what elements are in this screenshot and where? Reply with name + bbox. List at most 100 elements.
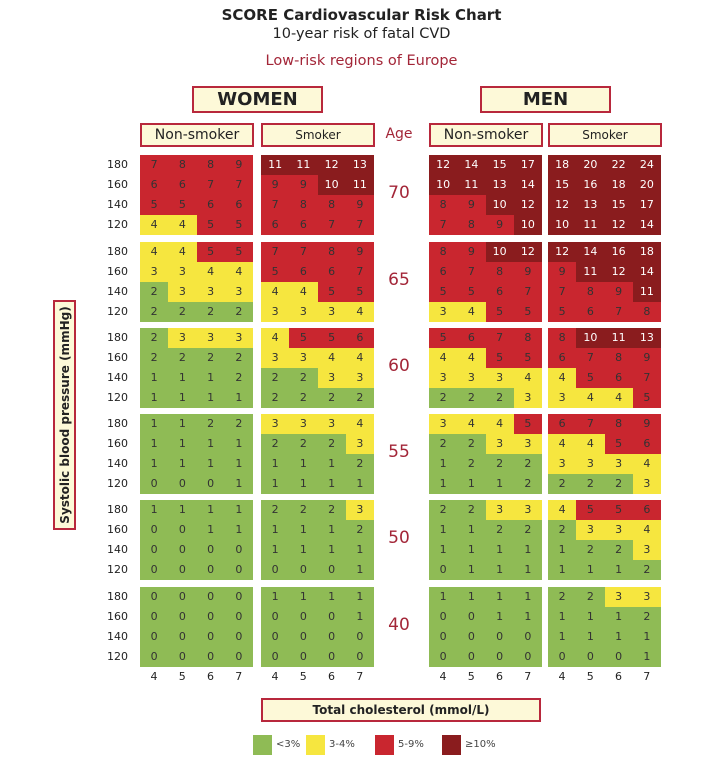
cholesterol-tick-label: 6 [496,670,503,683]
risk-cell: 0 [261,627,290,647]
risk-cell: 3 [429,368,458,388]
risk-cell: 12 [429,155,458,175]
risk-cell: 12 [513,195,542,215]
risk-cell: 11 [576,215,605,235]
risk-cell: 1 [457,474,486,494]
risk-cell: 0 [289,647,318,667]
risk-cell: 2 [224,368,253,388]
risk-cell: 1 [196,388,225,408]
risk-cell: 3 [632,540,661,560]
risk-cell: 3 [429,302,458,322]
risk-cell: 14 [457,155,486,175]
sbp-tick-label: 120 [107,563,128,576]
risk-cell: 5 [513,302,542,322]
risk-cell: 1 [576,560,605,580]
sbp-tick-label: 180 [107,245,128,258]
risk-cell: 3 [429,414,458,434]
risk-cell: 2 [576,474,605,494]
risk-cell: 3 [548,454,577,474]
risk-cell: 1 [604,607,633,627]
risk-cell: 13 [632,328,661,348]
risk-cell: 2 [224,414,253,434]
sbp-tick-label: 160 [107,523,128,536]
risk-cell: 4 [632,520,661,540]
risk-cell: 12 [317,155,346,175]
risk-cell: 3 [457,368,486,388]
legend-swatch [253,735,272,755]
risk-cell: 15 [604,195,633,215]
risk-cell: 6 [289,215,318,235]
risk-cell: 6 [168,175,197,195]
risk-cell: 1 [513,540,542,560]
risk-cell: 0 [429,627,458,647]
risk-cell: 0 [429,607,458,627]
risk-cell: 22 [604,155,633,175]
age-label: 55 [388,442,410,462]
risk-cell: 20 [576,155,605,175]
risk-cell: 0 [548,647,577,667]
risk-cell: 4 [289,282,318,302]
risk-cell: 1 [485,540,514,560]
risk-cell: 5 [196,215,225,235]
sbp-tick-label: 160 [107,265,128,278]
risk-cell: 3 [317,302,346,322]
risk-cell: 4 [317,348,346,368]
risk-cell: 11 [632,282,661,302]
risk-cell: 2 [317,388,346,408]
sbp-tick-label: 160 [107,437,128,450]
risk-cell: 10 [317,175,346,195]
risk-cell: 4 [224,262,253,282]
sbp-tick-label: 140 [107,630,128,643]
risk-cell: 5 [224,242,253,262]
risk-cell: 0 [485,647,514,667]
risk-cell: 1 [632,647,661,667]
risk-cell: 2 [429,388,458,408]
risk-cell: 3 [224,282,253,302]
risk-cell: 0 [196,647,225,667]
risk-cell: 2 [604,540,633,560]
risk-cell: 1 [261,540,290,560]
risk-cell: 3 [261,348,290,368]
risk-cell: 1 [196,500,225,520]
risk-cell: 3 [485,434,514,454]
men-non-smoker-header: Non-smoker [429,123,543,147]
risk-cell: 0 [345,627,374,647]
sbp-tick-label: 120 [107,650,128,663]
risk-cell: 8 [168,155,197,175]
risk-cell: 0 [576,647,605,667]
risk-cell: 0 [317,647,346,667]
risk-cell: 5 [345,282,374,302]
risk-cell: 1 [289,474,318,494]
risk-cell: 2 [196,414,225,434]
risk-cell: 0 [429,560,458,580]
risk-cell: 7 [345,215,374,235]
risk-cell: 3 [604,454,633,474]
risk-cell: 1 [485,560,514,580]
risk-cell: 4 [576,388,605,408]
risk-cell: 0 [261,607,290,627]
risk-cell: 0 [168,627,197,647]
risk-cell: 2 [289,500,318,520]
risk-cell: 0 [261,647,290,667]
sbp-tick-label: 180 [107,590,128,603]
risk-cell: 2 [289,434,318,454]
risk-cell: 0 [196,560,225,580]
y-axis-label-box: Systolic blood pressure (mmHg) [53,300,76,530]
risk-cell: 7 [485,328,514,348]
risk-cell: 20 [632,175,661,195]
risk-cell: 2 [317,434,346,454]
risk-cell: 2 [261,388,290,408]
risk-cell: 2 [429,500,458,520]
risk-cell: 0 [140,520,169,540]
risk-cell: 0 [196,540,225,560]
risk-cell: 5 [548,302,577,322]
risk-cell: 4 [168,242,197,262]
risk-cell: 1 [317,520,346,540]
cholesterol-tick-label: 5 [586,670,594,683]
cholesterol-tick-label: 5 [178,670,186,683]
risk-cell: 1 [261,587,290,607]
risk-cell: 0 [345,647,374,667]
risk-cell: 17 [513,155,542,175]
risk-cell: 7 [632,368,661,388]
cholesterol-tick-label: 4 [439,670,447,683]
